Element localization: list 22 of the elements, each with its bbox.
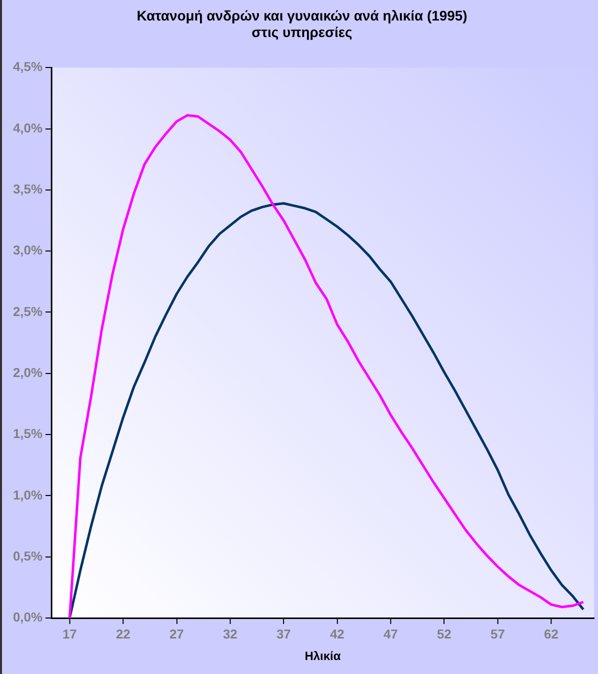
y-tick-label: 0,0% [12, 610, 43, 625]
y-tick-label: 1,5% [12, 426, 43, 442]
x-tick-label: 27 [169, 626, 184, 642]
x-tick-label: 62 [544, 626, 558, 642]
x-tick-label: 22 [116, 626, 130, 642]
x-tick-label: 32 [222, 626, 238, 642]
x-tick-label: 47 [383, 626, 398, 642]
y-tick-label: 1,0% [12, 487, 43, 502]
x-tick-label: 52 [436, 626, 452, 642]
x-tick-label: 37 [276, 626, 291, 642]
y-tick-label: 4,0% [12, 120, 43, 136]
y-tick-label: 0,5% [12, 548, 43, 564]
x-axis-title: Ηλικία [304, 649, 342, 664]
x-tick-label: 17 [62, 626, 77, 642]
y-tick-label: 2,5% [12, 304, 43, 319]
y-tick-label: 3,5% [12, 181, 43, 196]
x-tick-label: 42 [330, 626, 344, 642]
y-tick-label: 3,0% [12, 242, 43, 258]
x-tick-label: 57 [490, 626, 505, 642]
chart-title: Κατανομή ανδρών και γυναικών ανά ηλικία (1995) στις υπηρεσίες [136, 7, 468, 40]
y-tick-label: 2,0% [12, 364, 43, 380]
y-tick-label: 4,5% [12, 59, 43, 74]
